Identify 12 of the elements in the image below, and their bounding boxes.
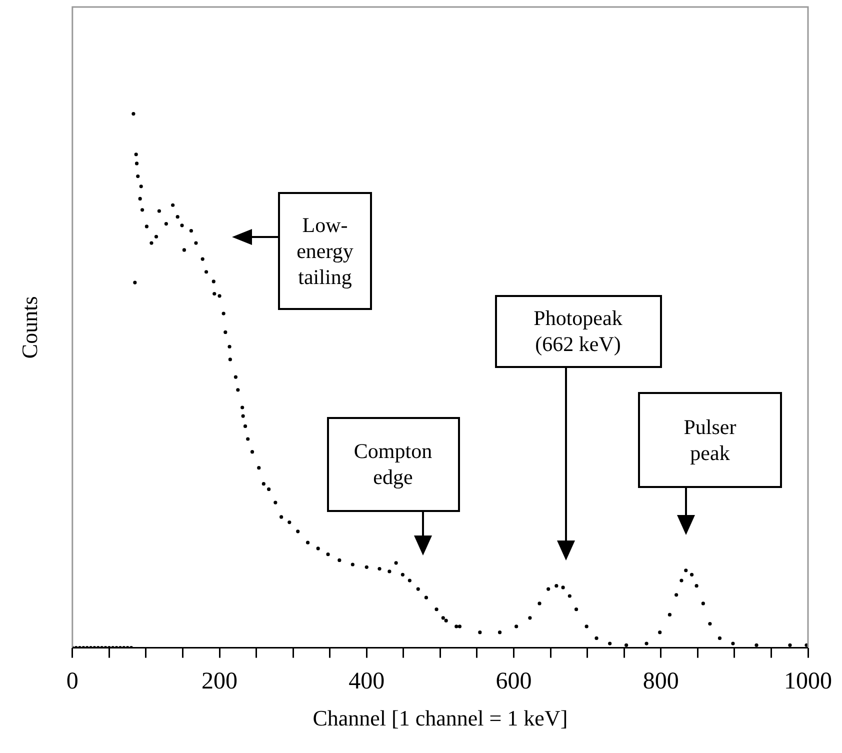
x-tick-label: 0 — [66, 668, 78, 694]
x-tick-label: 400 — [348, 668, 385, 694]
x-tick-label: 200 — [202, 668, 238, 694]
x-tick-label: 1000 — [784, 668, 832, 694]
annotation: Low-energy tailing — [278, 192, 372, 310]
annotation: Compton edge — [326, 416, 460, 512]
x-axis-title: Channel [1 channel = 1 keV] — [312, 706, 568, 731]
x-tick-label: 800 — [642, 668, 679, 694]
y-axis-title: Counts — [16, 296, 42, 359]
annotation: Photopeak (662 keV) — [494, 294, 662, 368]
annotation: Pulser peak — [638, 392, 782, 488]
x-tick-label: 600 — [496, 668, 532, 694]
